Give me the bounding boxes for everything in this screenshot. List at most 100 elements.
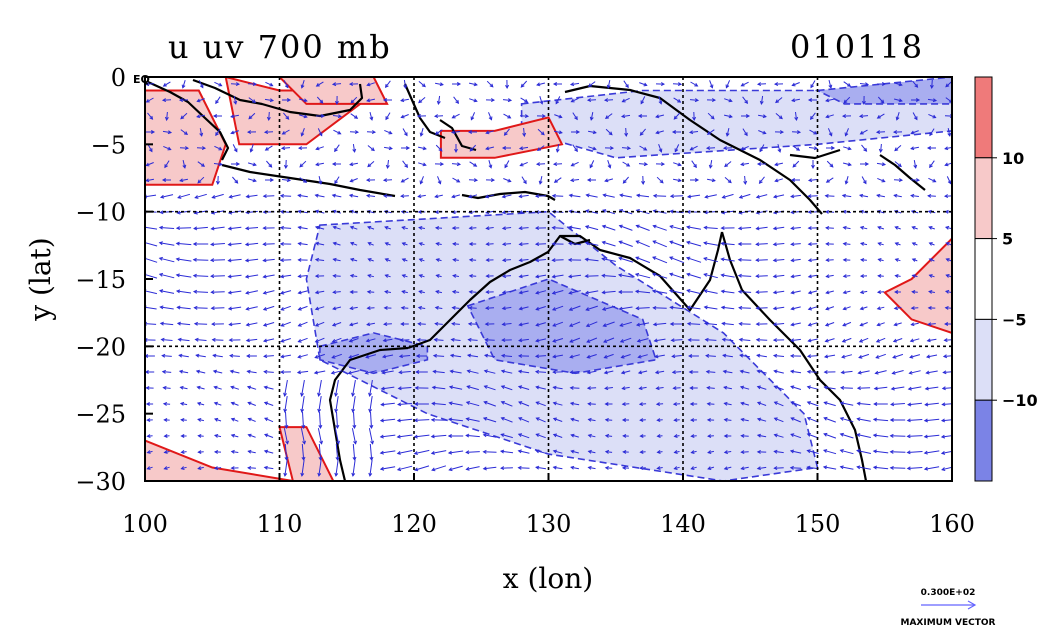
wind-vector-head	[178, 98, 184, 103]
wind-vector-head	[432, 353, 438, 358]
wind-vector-head	[449, 369, 454, 374]
wind-vector-head	[297, 274, 302, 279]
wind-vector	[367, 82, 375, 86]
wind-vector-head	[331, 162, 337, 166]
wind-vector	[590, 111, 594, 121]
wind-vector-head	[397, 402, 402, 407]
wind-vector-head	[435, 274, 440, 278]
wind-vector-head	[618, 224, 623, 229]
wind-vector-head	[483, 385, 488, 389]
wind-vector-head	[790, 401, 795, 405]
wind-vector	[605, 435, 613, 437]
wind-vector	[501, 385, 513, 391]
wind-vector-head	[603, 354, 608, 359]
coastline	[879, 154, 926, 191]
wind-vector-head	[673, 418, 678, 422]
wind-vector	[687, 289, 701, 295]
wind-vector-head	[382, 338, 387, 343]
wind-vector-head	[349, 241, 355, 246]
wind-vector-head	[518, 226, 523, 231]
wind-vector	[739, 339, 751, 341]
wind-vector	[198, 80, 204, 88]
wind-vector-head	[558, 130, 563, 135]
wind-vector	[518, 386, 530, 390]
wind-vector-head	[807, 242, 812, 247]
wind-vector-head	[652, 240, 657, 245]
wind-vector-head	[230, 417, 235, 422]
wind-vector	[790, 467, 802, 469]
wind-vector	[859, 83, 869, 85]
wind-vector-head	[414, 402, 419, 406]
wind-vector	[605, 467, 613, 469]
wind-vector-head	[551, 307, 557, 311]
wind-vector-head	[297, 354, 302, 359]
wind-vector	[146, 178, 154, 182]
wind-vector-head	[418, 290, 423, 294]
wind-vector-head	[448, 385, 454, 390]
wind-vector-head	[252, 178, 257, 183]
wind-vector	[808, 290, 818, 294]
wind-vector-head	[604, 386, 609, 391]
wind-vector-head	[523, 180, 527, 185]
wind-vector	[370, 411, 372, 429]
wind-vector-head	[413, 434, 418, 439]
wind-vector-head	[396, 418, 401, 423]
wind-vector	[166, 111, 168, 121]
wind-vector	[707, 387, 715, 389]
wind-vector	[823, 466, 837, 470]
wind-vector	[588, 418, 596, 422]
wind-vector-head	[552, 370, 557, 375]
wind-vector	[449, 386, 463, 390]
wind-vector	[178, 338, 190, 342]
wind-vector-head	[279, 258, 284, 263]
wind-vector-head	[690, 466, 695, 470]
colorbar-label: 5	[1002, 230, 1013, 249]
wind-vector-head	[367, 225, 372, 230]
wind-vector	[247, 370, 257, 374]
wind-vector-head	[540, 131, 545, 136]
wind-vector-head	[192, 257, 197, 262]
wind-vector-head	[269, 98, 275, 103]
wind-vector	[791, 306, 801, 310]
wind-vector	[638, 354, 648, 358]
wind-vector-head	[249, 148, 254, 153]
wind-vector-head	[227, 274, 232, 279]
wind-vector	[773, 226, 785, 230]
wind-vector	[301, 443, 305, 461]
wind-vector-head	[669, 322, 674, 326]
wind-vector-head	[947, 132, 952, 137]
wind-vector	[248, 418, 256, 422]
wind-vector	[620, 337, 632, 343]
wind-vector	[264, 402, 274, 406]
wind-vector-head	[535, 306, 540, 311]
wind-vector	[197, 176, 205, 184]
wind-vector-head	[452, 242, 457, 246]
wind-vector-head	[707, 434, 712, 438]
wind-vector-head	[366, 289, 371, 294]
wind-vector	[301, 460, 305, 476]
wind-vector	[248, 434, 256, 438]
wind-vector	[908, 386, 922, 390]
wind-vector	[791, 274, 801, 278]
wind-vector	[757, 402, 767, 406]
wind-vector-head	[655, 386, 660, 391]
wind-vector	[214, 145, 222, 151]
wind-vector-head	[704, 337, 709, 342]
wind-vector-head	[552, 449, 558, 454]
wind-vector-head	[451, 114, 456, 119]
wind-vector-head	[892, 130, 898, 135]
wind-vector-head	[856, 433, 861, 437]
wind-vector	[484, 401, 496, 407]
wind-vector-head	[658, 148, 663, 153]
wind-vector	[146, 162, 154, 166]
wind-vector	[623, 80, 629, 88]
wind-vector-head	[262, 306, 268, 311]
wind-vector-head	[807, 322, 812, 327]
wind-vector	[843, 290, 851, 294]
wind-vector-head	[673, 466, 678, 470]
wind-vector	[315, 162, 325, 166]
wind-vector-head	[400, 178, 405, 183]
wind-vector-head	[348, 354, 353, 359]
wind-vector-head	[807, 210, 812, 215]
wind-vector	[180, 129, 188, 135]
